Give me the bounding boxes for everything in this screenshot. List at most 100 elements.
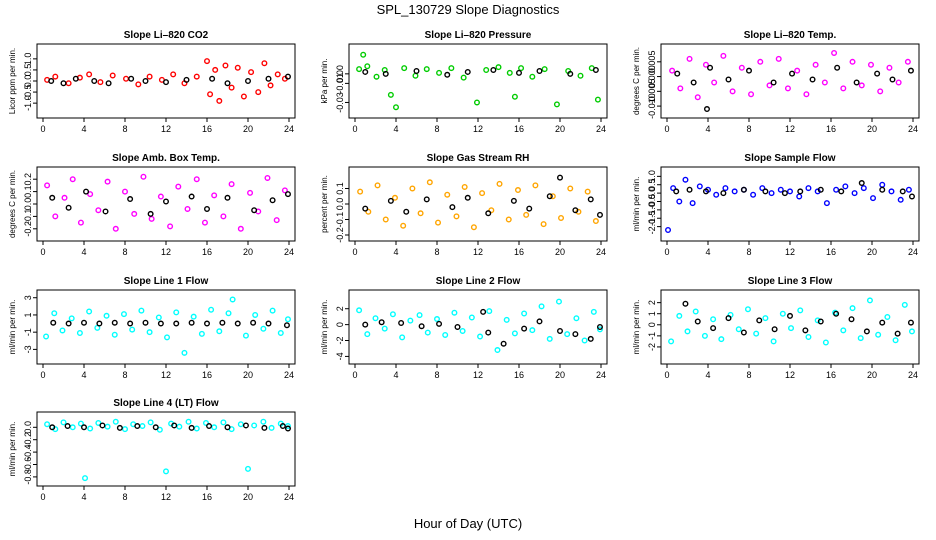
data-point (779, 310, 786, 317)
plot-frame (36, 289, 296, 365)
data-point (112, 225, 119, 232)
x-tick-label: 20 (555, 124, 565, 134)
data-point (273, 217, 280, 224)
data-point (234, 64, 241, 71)
reference-point (834, 64, 841, 71)
data-point (486, 308, 493, 315)
data-point (877, 88, 884, 95)
data-point (148, 215, 155, 222)
data-point (77, 219, 84, 226)
data-point (202, 419, 209, 426)
data-point (146, 73, 153, 80)
data-point (696, 183, 703, 190)
data-point (146, 329, 153, 336)
y-tick-label: 0.005 (647, 51, 657, 74)
data-point (901, 301, 908, 308)
x-tick-label: 20 (243, 370, 253, 380)
reference-point (250, 319, 257, 326)
figure-title: SPL_130729 Slope Diagnostics (376, 2, 560, 17)
reference-point (284, 73, 291, 80)
y-tick-label: 0.0 (335, 198, 345, 211)
x-tick-label: 0 (664, 370, 669, 380)
data-point (399, 334, 406, 341)
data-point (95, 207, 102, 214)
data-point (203, 58, 210, 65)
data-point (242, 332, 249, 339)
plot-frame (348, 289, 608, 365)
x-tick-label: 8 (746, 124, 751, 134)
data-point (228, 84, 235, 91)
reference-point (279, 423, 286, 430)
data-point (269, 307, 276, 314)
data-point (823, 200, 830, 207)
data-point (129, 326, 136, 333)
data-point (738, 64, 745, 71)
x-tick-label: 8 (122, 124, 127, 134)
data-point (748, 91, 755, 98)
y-tick-label: -1 (647, 332, 657, 340)
panel-title: Slope Li–820 Temp. (744, 30, 837, 41)
data-point (676, 198, 683, 205)
data-point (372, 315, 379, 322)
data-point (211, 192, 218, 199)
reference-point (485, 329, 492, 336)
reference-point (500, 340, 507, 347)
reference-point (206, 423, 213, 430)
x-tick-label: 20 (867, 124, 877, 134)
reference-point (188, 319, 195, 326)
data-point (436, 69, 443, 76)
data-point (389, 311, 396, 318)
data-point (407, 317, 414, 324)
reference-point (879, 186, 886, 193)
reference-point (889, 76, 896, 83)
data-point (564, 331, 571, 338)
reference-point (50, 319, 57, 326)
reference-point (673, 188, 680, 195)
data-point (391, 194, 398, 201)
x-tick-label: 0 (40, 492, 45, 502)
data-point (529, 327, 536, 334)
data-point (267, 82, 274, 89)
data-point (220, 213, 227, 220)
data-point (762, 315, 769, 322)
data-point (52, 213, 59, 220)
data-point (549, 193, 556, 200)
x-tick-label: 8 (122, 492, 127, 502)
reference-point (83, 188, 90, 195)
reference-point (242, 422, 249, 429)
reference-point (464, 68, 471, 75)
y-tick-label: -0.5 (23, 84, 33, 100)
reference-point (423, 196, 430, 203)
data-point (886, 64, 893, 71)
x-tick-label: 12 (785, 370, 795, 380)
y-axis-label: ml/min per min. (8, 422, 17, 477)
reference-point (863, 328, 870, 335)
data-point (400, 222, 407, 229)
data-point (523, 211, 530, 218)
reference-point (173, 320, 180, 327)
x-tick-label: 24 (284, 247, 294, 257)
data-point (435, 219, 442, 226)
plot-frame (660, 43, 920, 119)
data-point (682, 176, 689, 183)
reference-point (444, 71, 451, 78)
x-tick-label: 8 (122, 370, 127, 380)
data-point (401, 65, 408, 72)
panel-title: Slope Line 2 Flow (436, 276, 521, 287)
data-point (711, 79, 718, 86)
data-point (553, 101, 560, 108)
data-point (905, 186, 912, 193)
reference-point (596, 211, 603, 218)
y-tick-label: -0.005 (647, 79, 657, 105)
data-point (713, 191, 720, 198)
x-tick-label: 4 (81, 124, 86, 134)
data-point (775, 55, 782, 62)
reference-point (710, 325, 717, 332)
data-point (555, 298, 562, 305)
data-point (95, 419, 102, 426)
reference-point (809, 76, 816, 83)
data-point (511, 93, 518, 100)
data-point (473, 99, 480, 106)
data-point (784, 85, 791, 92)
